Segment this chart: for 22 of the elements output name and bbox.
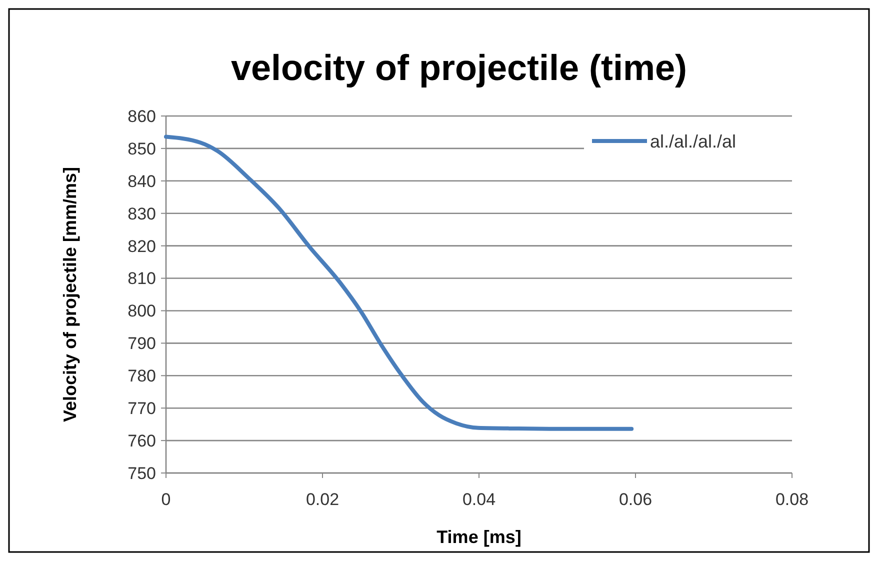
x-tick-label: 0 xyxy=(161,490,171,509)
y-tick-label: 750 xyxy=(128,464,156,483)
y-tick-label: 840 xyxy=(128,172,156,191)
x-tick-label: 0.08 xyxy=(775,490,809,509)
x-tick-label: 0.02 xyxy=(306,490,340,509)
y-tick-label: 830 xyxy=(128,204,156,224)
y-tick-label: 780 xyxy=(128,366,156,386)
y-tick-label: 790 xyxy=(128,334,156,354)
y-tick-label: 760 xyxy=(128,431,156,450)
y-tick-label: 810 xyxy=(128,269,156,288)
y-tick-label: 770 xyxy=(128,399,156,418)
x-axis-title: Time [ms] xyxy=(436,527,522,547)
x-tick-label: 0.06 xyxy=(618,490,652,509)
y-tick-label: 800 xyxy=(128,302,156,321)
y-tick-label: 850 xyxy=(128,139,156,158)
legend-label: al./al./al./al xyxy=(650,131,736,152)
line-series xyxy=(164,134,634,431)
chart-title: velocity of projectile (time) xyxy=(230,47,688,88)
y-tick-label: 820 xyxy=(128,236,156,256)
y-tick-label: 860 xyxy=(128,106,156,126)
x-tick-label: 0.04 xyxy=(462,490,496,509)
y-axis-title: Velocity of projectile [mm/ms] xyxy=(60,166,80,422)
